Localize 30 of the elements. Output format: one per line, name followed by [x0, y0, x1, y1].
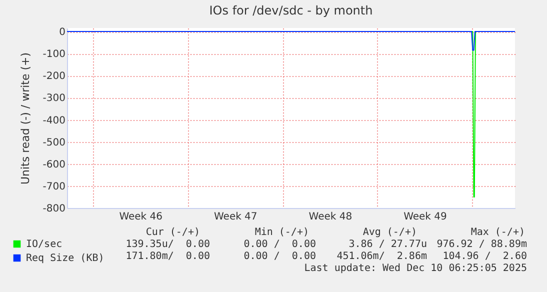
x-tick-label: Week 47 — [214, 212, 258, 222]
y-tick-label: -600 — [42, 159, 66, 170]
text: 0.00 / 0.00 — [244, 251, 316, 263]
x-tick-label: Week 46 — [119, 212, 163, 222]
text: 451.06m/ 2.86m — [336, 251, 427, 263]
text: 3.86 / 27.77u — [348, 239, 427, 251]
y-tick-label: 0 — [59, 27, 66, 38]
y-tick-label: -500 — [42, 137, 66, 148]
legend-label: IO/sec — [26, 239, 62, 250]
y-axis-title: Units read (-) / write (+) — [18, 52, 32, 185]
x-tick-label: Week 48 — [308, 212, 352, 222]
text: Last update: Wed Dec 10 06:25:05 2025 — [304, 263, 527, 275]
text: Cur (-/+) — [146, 227, 200, 239]
legend-label: Req Size (KB) — [26, 253, 104, 264]
y-tick-label: -800 — [42, 204, 66, 214]
text: 976.92 / 88.89m — [436, 239, 527, 251]
text: Avg (-/+) — [362, 227, 417, 239]
y-tick-label: -700 — [42, 181, 66, 192]
y-tick-label: -100 — [42, 49, 66, 60]
text: Min (-/+) — [254, 227, 309, 239]
text: 0.00 / 0.00 — [244, 239, 316, 251]
text: 104.96 / 2.60 — [442, 251, 527, 263]
y-tick-label: -200 — [42, 71, 66, 82]
x-tick-label: Week 49 — [404, 212, 447, 222]
y-tick-label: -400 — [42, 115, 66, 126]
text: 139.35u/ 0.00 — [126, 239, 210, 251]
y-tick-label: -300 — [42, 93, 66, 104]
text: 171.80m/ 0.00 — [126, 251, 210, 263]
chart-title: IOs for /dev/sdc - by month — [209, 4, 373, 18]
text: Max (-/+) — [470, 227, 525, 239]
